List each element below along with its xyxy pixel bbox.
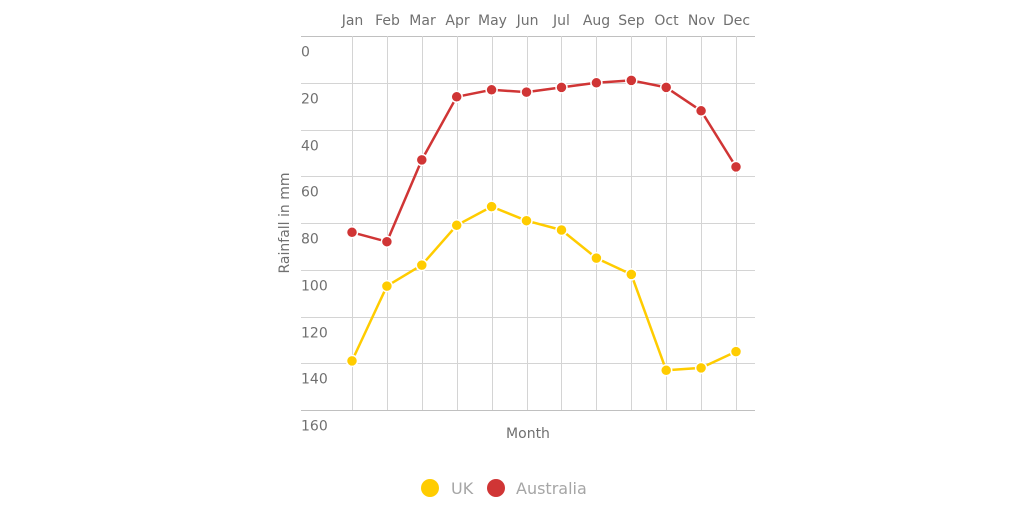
x-tick-label-aug: Aug [583, 13, 610, 29]
y-tick-label: 80 [301, 232, 319, 248]
data-point-uk-apr[interactable] [450, 219, 463, 232]
x-tick-label-dec: Dec [723, 13, 750, 29]
x-tick-label-jul: Jul [552, 13, 570, 29]
data-point-uk-jul[interactable] [555, 223, 568, 237]
data-point-australia-jan[interactable] [345, 226, 359, 239]
data-point-australia-nov[interactable] [694, 104, 708, 118]
x-axis-title: Month [506, 426, 550, 442]
y-tick-label: 100 [301, 279, 328, 295]
y-tick-label: 160 [301, 419, 328, 435]
data-point-uk-jun[interactable] [520, 214, 533, 227]
legend-label: UK [451, 479, 474, 498]
data-point-uk-nov[interactable] [694, 361, 708, 375]
series-line-australia [351, 79, 738, 243]
y-tick-label: 140 [301, 372, 328, 388]
data-point-australia-apr[interactable] [450, 90, 463, 104]
y-tick-label: 20 [301, 92, 319, 108]
legend-item-uk[interactable]: UK [421, 479, 474, 498]
data-point-uk-dec[interactable] [729, 345, 743, 358]
x-axis-tick-labels: Jan Feb Mar Apr May Jun Jul Aug Sep Oct Nov Dec [341, 13, 750, 29]
legend-swatch-icon [421, 479, 439, 497]
series-layer [345, 74, 743, 377]
legend-swatch-icon [487, 479, 505, 497]
data-point-uk-sep[interactable] [625, 268, 638, 281]
data-point-australia-jun[interactable] [520, 85, 533, 99]
data-point-australia-aug[interactable] [590, 76, 603, 90]
x-tick-label-sep: Sep [618, 13, 645, 29]
y-tick-label: 40 [301, 139, 319, 155]
data-point-uk-may[interactable] [485, 200, 498, 213]
x-tick-label-oct: Oct [654, 13, 679, 29]
data-point-australia-oct[interactable] [659, 81, 673, 94]
x-tick-label-feb: Feb [375, 13, 400, 29]
series-uk [345, 200, 743, 377]
y-tick-label: 0 [301, 45, 310, 61]
legend-label: Australia [516, 479, 587, 498]
x-tick-label-jan: Jan [341, 13, 364, 29]
data-point-uk-feb[interactable] [380, 279, 394, 293]
legend-item-australia[interactable]: Australia [487, 479, 587, 498]
series-line-uk [350, 205, 737, 372]
y-tick-label: 60 [301, 185, 319, 201]
x-tick-label-mar: Mar [409, 13, 436, 29]
x-tick-label-apr: Apr [445, 13, 469, 29]
x-tick-label-may: May [478, 13, 507, 29]
data-point-australia-jul[interactable] [555, 81, 568, 94]
data-point-australia-dec[interactable] [729, 160, 743, 174]
data-point-uk-oct[interactable] [659, 364, 673, 377]
y-axis-tick-labels: 0 20 40 60 80 100 120 140 160 [301, 45, 328, 435]
x-tick-label-nov: Nov [688, 13, 715, 29]
data-point-australia-may[interactable] [485, 83, 498, 97]
x-tick-label-jun: Jun [516, 13, 539, 29]
data-point-australia-feb[interactable] [380, 235, 394, 248]
series-australia [345, 74, 743, 248]
data-point-uk-mar[interactable] [415, 258, 429, 272]
data-point-australia-mar[interactable] [415, 153, 429, 167]
data-point-australia-sep[interactable] [625, 74, 638, 87]
y-tick-label: 120 [301, 326, 328, 342]
data-point-uk-aug[interactable] [590, 251, 603, 265]
legend: UK Australia [421, 479, 587, 498]
y-axis-title: Rainfall in mm [277, 173, 293, 274]
data-point-uk-jan[interactable] [345, 354, 359, 368]
